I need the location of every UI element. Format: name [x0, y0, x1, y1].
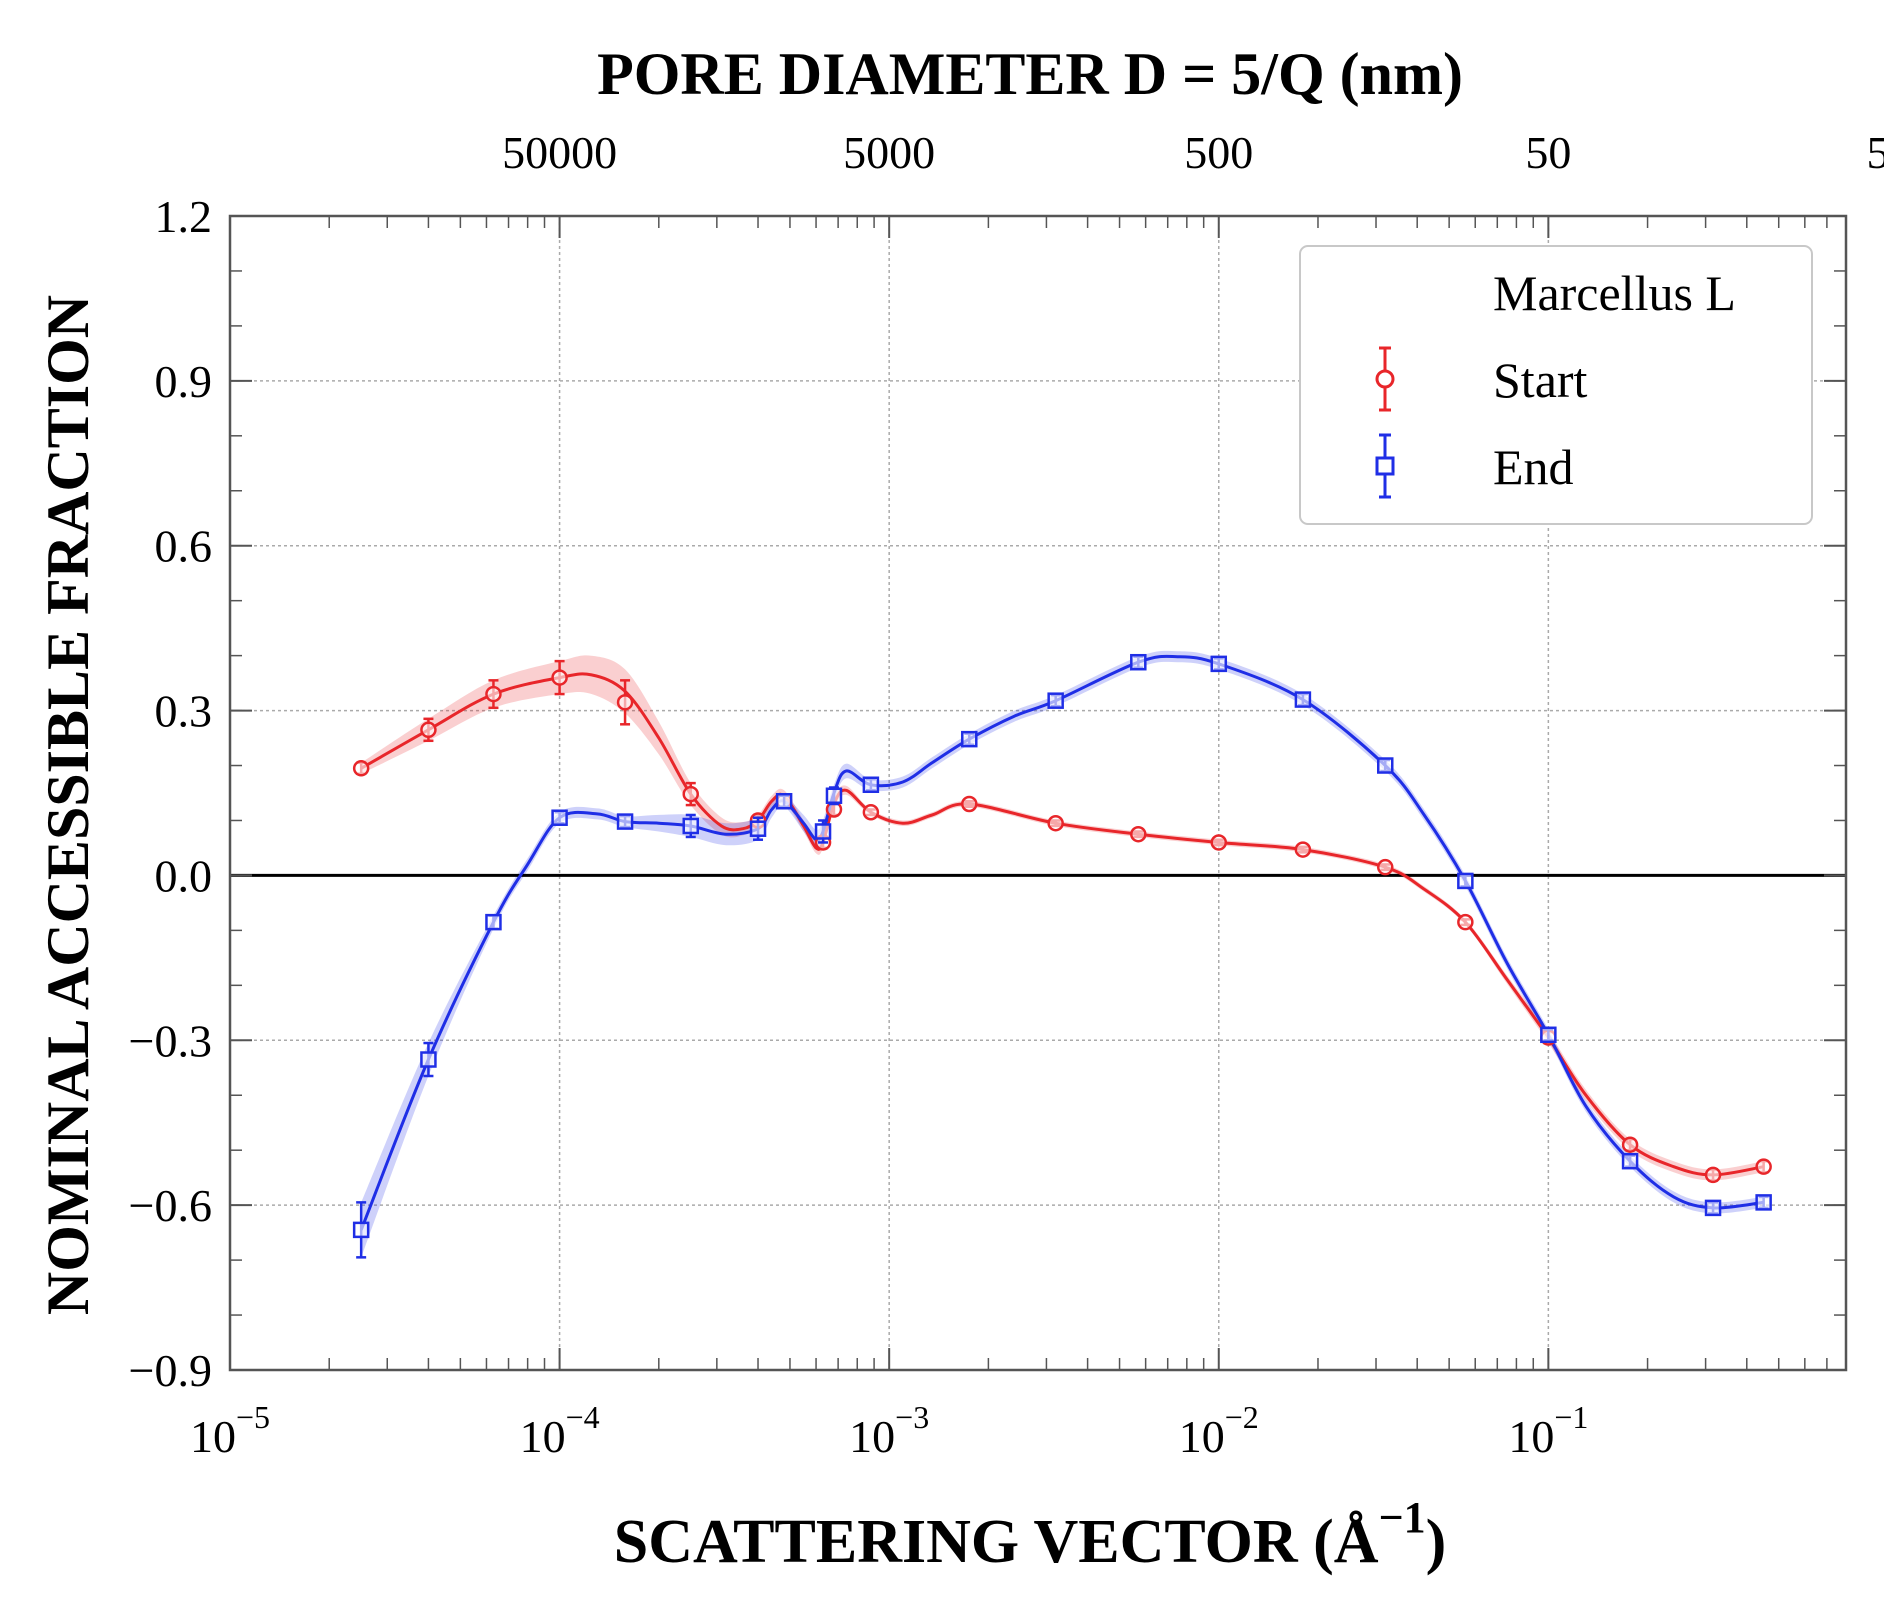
x-tick-label: 10−1: [1508, 1399, 1588, 1462]
point-end: [749, 820, 767, 837]
point-start: [420, 721, 437, 739]
point-start: [1755, 1158, 1772, 1175]
band-start: [361, 655, 1764, 1181]
y-tick-label: 0.0: [155, 850, 213, 901]
top-tick-label: 5: [1866, 127, 1884, 178]
y-tick-label: −0.3: [129, 1015, 212, 1066]
point-start: [485, 685, 502, 703]
point-start: [1130, 825, 1147, 843]
minor-ticks: [229, 215, 1847, 1371]
legend: Marcellus L Start End: [1299, 245, 1813, 525]
confidence-bands: [361, 650, 1764, 1258]
y-axis-title: NOMINAL ACCESSIBLE FRACTION: [35, 295, 101, 1315]
point-end: [1621, 1152, 1639, 1170]
point-start: [961, 795, 978, 813]
point-start: [1210, 834, 1228, 851]
x-axis-title-close: ): [1426, 1508, 1447, 1576]
point-end: [1130, 653, 1147, 671]
point-end: [814, 823, 832, 840]
y-tick-label: 1.2: [155, 191, 213, 242]
legend-end-label: End: [1493, 439, 1574, 495]
legend-entry-start: Start: [1375, 346, 1588, 412]
legend-start-label: Start: [1493, 352, 1588, 408]
y-tick-label: 0.3: [155, 686, 213, 737]
y-tick-label: −0.6: [129, 1180, 212, 1231]
x-tick-label: 10−4: [520, 1399, 600, 1462]
top-tick-label: 500: [1184, 127, 1253, 178]
legend-box: [1299, 245, 1813, 525]
point-start: [682, 785, 699, 803]
x-axis-title: SCATTERING VECTOR (Å−1): [614, 1493, 1447, 1576]
point-end: [1704, 1199, 1722, 1217]
curve-start: [360, 672, 1764, 1177]
top-tick-label: 50000: [502, 127, 617, 178]
point-start: [1377, 858, 1394, 876]
point-end: [352, 1221, 370, 1239]
curve-end: [359, 654, 1764, 1231]
point-end: [1294, 691, 1312, 708]
x-tick-label: 10−3: [849, 1399, 929, 1462]
point-end: [420, 1051, 437, 1068]
point-start: [1294, 841, 1312, 858]
top-tick-label: 50: [1525, 127, 1571, 178]
band-end: [361, 650, 1764, 1258]
plot-frame: [228, 214, 1848, 1372]
point-end: [682, 817, 699, 835]
point-end: [961, 730, 978, 748]
x-tick-label: 10−5: [190, 1399, 270, 1462]
point-start: [1704, 1166, 1722, 1184]
point-start: [862, 803, 880, 821]
point-end: [1210, 655, 1228, 673]
tick-labels: 10−5 10−4 10−3 10−2 10−1 50000 5000 500 50 5 1.2 0.…: [129, 127, 1884, 1462]
point-end: [775, 792, 793, 810]
legend-title: Marcellus L: [1493, 265, 1736, 321]
point-end: [1047, 692, 1064, 709]
point-start: [1457, 913, 1474, 931]
point-start: [551, 669, 568, 686]
top-tick-label: 5000: [843, 127, 935, 178]
y-tick-label: 0.6: [155, 521, 213, 572]
x-axis-title-main: SCATTERING VECTOR (Å: [614, 1508, 1379, 1576]
point-end: [825, 787, 843, 804]
point-start: [1621, 1136, 1639, 1153]
point-start: [1047, 814, 1064, 832]
legend-entry-end: End: [1375, 433, 1574, 499]
x-axis-title-exponent: −1: [1379, 1493, 1426, 1542]
point-start: [352, 760, 370, 777]
point-end: [1377, 757, 1394, 774]
point-end: [1540, 1026, 1557, 1044]
y-tick-label: 0.9: [155, 356, 213, 407]
legend-end-marker: [1375, 456, 1395, 476]
point-end: [616, 813, 634, 830]
point-start: [616, 694, 634, 711]
point-end: [862, 776, 880, 794]
point-end: [485, 913, 502, 931]
top-axis-title: PORE DIAMETER D = 5/Q (nm): [597, 41, 1463, 107]
y-tick-label: −0.9: [129, 1345, 212, 1396]
point-end: [1457, 872, 1474, 890]
series-curves: [359, 654, 1764, 1231]
point-end: [1755, 1194, 1772, 1211]
point-end: [551, 809, 568, 826]
x-tick-label: 10−2: [1179, 1399, 1259, 1462]
legend-start-marker: [1375, 369, 1395, 389]
data-points: [352, 653, 1772, 1259]
